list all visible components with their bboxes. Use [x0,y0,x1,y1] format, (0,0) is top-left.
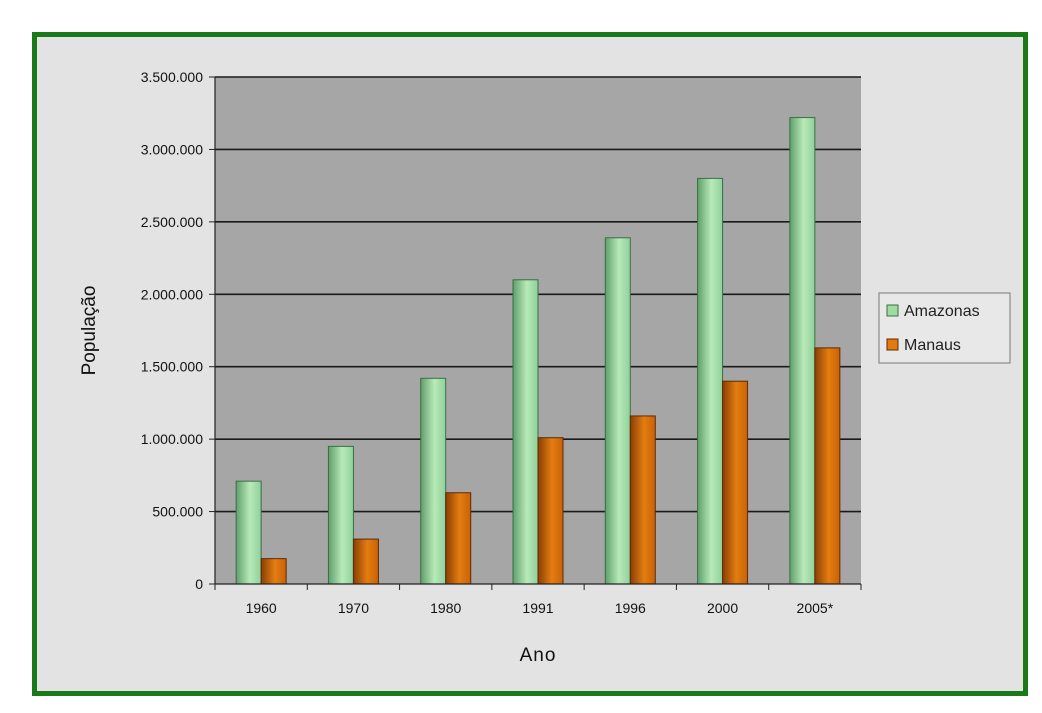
x-tick-labels: 1960 1970 1980 1991 1996 2000 2005* [214,584,862,616]
y-tick-label: 3.500.000 [141,69,203,85]
legend-swatch-manaus [886,338,899,351]
bar-manaus [352,538,379,585]
y-tick-labels: 0 500.000 1.000.000 1.500.000 2.000.000 2.500… [141,69,215,592]
legend-label-amazonas: Amazonas [904,303,980,320]
bar-amazonas [235,480,262,585]
bar-manaus [814,347,841,585]
y-tick-label: 1.500.000 [141,359,203,375]
legend-swatch-amazonas [886,304,899,317]
legend: Amazonas Manaus [878,292,1011,364]
x-tick-label: 1996 [615,600,646,616]
y-tick-label: 2.000.000 [141,286,203,302]
bar-manaus [260,558,287,585]
bar-chart: 0 500.000 1.000.000 1.500.000 2.000.000 2.500… [79,69,1011,666]
bar-manaus [629,415,656,585]
chart-frame: 0 500.000 1.000.000 1.500.000 2.000.000 2.500… [32,32,1028,696]
x-tick-label: 2000 [707,600,738,616]
bar-manaus [445,492,472,585]
bar-manaus [722,380,749,585]
x-tick-label: 1960 [246,600,277,616]
x-tick-label: 1991 [522,600,553,616]
bar-amazonas [789,117,816,585]
x-tick-label: 1970 [338,600,369,616]
legend-label-manaus: Manaus [904,337,961,354]
axes [214,77,861,585]
x-axis-title: Ano [520,645,557,666]
y-axis-title: População [79,286,100,376]
bar-manaus [537,437,564,585]
y-tick-label: 1.000.000 [141,431,203,447]
legend-box [878,292,1011,364]
bar-amazonas [327,445,354,585]
y-tick-label: 500.000 [152,504,203,520]
x-tick-label: 1980 [430,600,461,616]
y-tick-label: 3.000.000 [141,141,203,157]
y-tick-label: 2.500.000 [141,214,203,230]
bar-amazonas [512,279,539,585]
bar-amazonas [604,237,631,585]
y-tick-label: 0 [195,576,203,592]
bar-amazonas [420,377,447,585]
x-tick-label: 2005* [797,600,834,616]
bar-amazonas [697,177,724,585]
